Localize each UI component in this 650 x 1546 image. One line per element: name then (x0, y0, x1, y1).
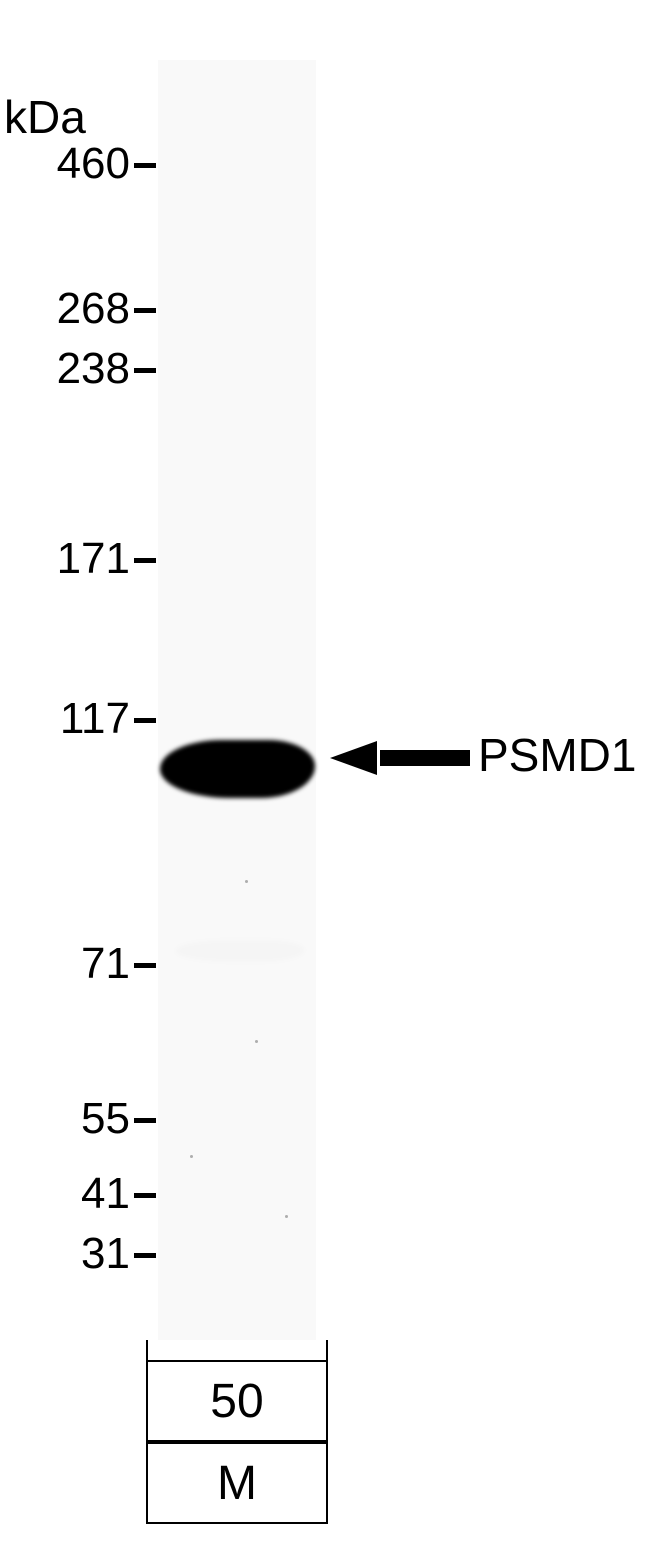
protein-label-text: PSMD1 (478, 729, 636, 781)
lane-load-label: 50 (210, 1374, 263, 1429)
mw-tick (134, 1193, 156, 1198)
mw-label: 31 (81, 1229, 130, 1279)
mw-label: 238 (57, 344, 130, 394)
arrow-shaft (380, 750, 470, 766)
mw-label: 41 (81, 1169, 130, 1219)
lane-sample-box: M (146, 1442, 328, 1524)
mw-label: 460 (57, 139, 130, 189)
mw-tick (134, 368, 156, 373)
lane-load-box: 50 (146, 1360, 328, 1442)
mw-label: 117 (60, 694, 130, 744)
protein-label: PSMD1 (478, 728, 636, 782)
mw-tick (134, 308, 156, 313)
mw-label: 55 (81, 1094, 130, 1144)
speck (255, 1040, 258, 1043)
mw-label: 268 (57, 284, 130, 334)
faint-band (175, 940, 305, 962)
mw-tick (134, 1253, 156, 1258)
speck (245, 880, 248, 883)
mw-tick (134, 963, 156, 968)
unit-label-text: kDa (4, 91, 86, 143)
mw-tick (134, 1118, 156, 1123)
mw-label: 71 (81, 939, 130, 989)
bottom-box-vline-right (326, 1340, 328, 1360)
lane-sample-label: M (217, 1456, 257, 1511)
unit-label: kDa (4, 90, 86, 144)
speck (285, 1215, 288, 1218)
arrow-head-icon (330, 741, 377, 775)
blot-lane (158, 60, 316, 1340)
mw-label: 171 (57, 534, 130, 584)
main-band (160, 740, 315, 798)
bottom-box-vline-left (146, 1340, 148, 1360)
mw-tick (134, 718, 156, 723)
mw-tick (134, 558, 156, 563)
speck (190, 1155, 193, 1158)
mw-tick (134, 163, 156, 168)
blot-figure: kDa 460 268 238 171 117 71 55 41 31 PSMD1 50 M (0, 0, 650, 1546)
